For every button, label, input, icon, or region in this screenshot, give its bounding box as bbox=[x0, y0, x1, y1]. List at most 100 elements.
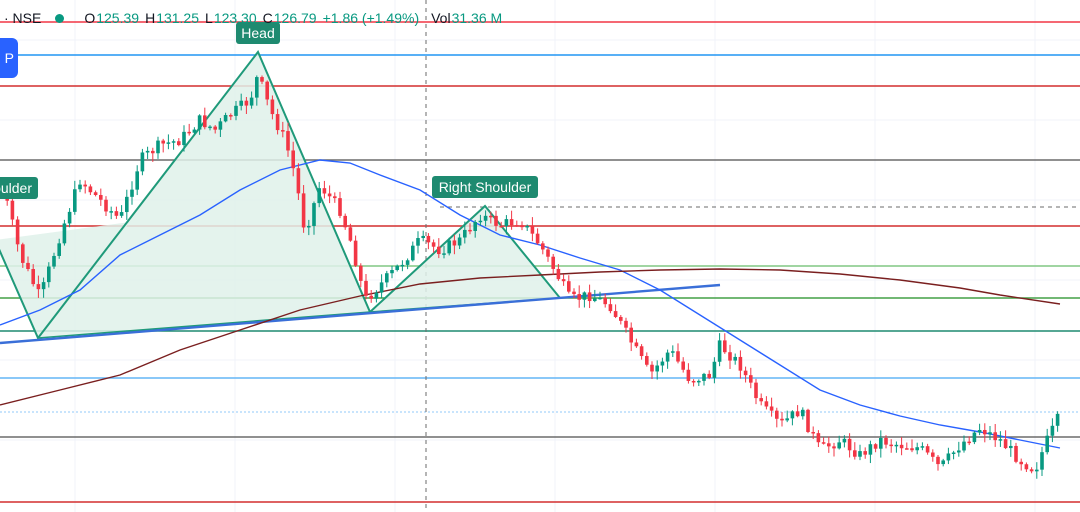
symbol-exchange[interactable]: · NSE bbox=[4, 10, 42, 26]
candle-body bbox=[125, 196, 129, 213]
candle-body bbox=[546, 249, 550, 257]
label-head: Head bbox=[241, 25, 274, 41]
candle-body bbox=[879, 437, 883, 449]
label-left-shoulder: Shoulder bbox=[0, 180, 32, 196]
candle-body bbox=[645, 356, 649, 365]
candle-body bbox=[951, 452, 956, 454]
low-key: L bbox=[205, 10, 213, 26]
head-base-line bbox=[37, 311, 371, 339]
candle-body bbox=[780, 418, 784, 421]
candle-body bbox=[463, 229, 467, 238]
candle-body bbox=[421, 235, 425, 239]
candle-body bbox=[754, 382, 758, 399]
candle-body bbox=[785, 418, 789, 421]
pattern-labels: Shoulder Head Right Shoulder bbox=[0, 22, 538, 199]
candle-body bbox=[83, 184, 87, 187]
candle-body bbox=[109, 211, 113, 213]
candle-body bbox=[1055, 413, 1060, 426]
candle-body bbox=[1029, 469, 1034, 472]
candle-body bbox=[634, 342, 639, 347]
close-key: C bbox=[262, 10, 273, 26]
ma-blue-line bbox=[0, 159, 1061, 449]
candle-body bbox=[57, 243, 61, 256]
candle-body bbox=[483, 215, 488, 221]
candle-body bbox=[520, 225, 524, 228]
volume-value: 31.36 M bbox=[451, 10, 503, 26]
candle-body bbox=[270, 99, 275, 115]
candle-body bbox=[161, 140, 165, 144]
candle-body bbox=[660, 361, 665, 366]
candle-body bbox=[738, 356, 743, 371]
candle-body bbox=[468, 229, 472, 232]
candle-body bbox=[229, 115, 233, 117]
candle-body bbox=[416, 238, 420, 246]
candle-body bbox=[41, 282, 46, 290]
candle-body bbox=[281, 130, 285, 132]
candle-body bbox=[915, 447, 919, 451]
candle-body bbox=[775, 410, 779, 419]
partial-blue-button[interactable]: P bbox=[0, 38, 18, 78]
candle-body bbox=[686, 369, 691, 381]
market-status-dot bbox=[55, 13, 65, 23]
candle-body bbox=[624, 320, 628, 328]
candle-body bbox=[858, 451, 862, 457]
candle-body bbox=[717, 340, 722, 362]
candle-body bbox=[806, 409, 810, 432]
candle-body bbox=[749, 375, 753, 383]
candle-body bbox=[967, 441, 971, 444]
candle-body bbox=[551, 256, 555, 269]
candle-body bbox=[244, 100, 249, 106]
candle-body bbox=[78, 184, 82, 190]
candle-body bbox=[957, 450, 961, 453]
candle-body bbox=[494, 215, 498, 226]
high-value: 131.25 bbox=[156, 10, 200, 26]
candle-body bbox=[499, 225, 503, 228]
candle-body bbox=[723, 340, 727, 353]
candle-body bbox=[962, 441, 966, 451]
candle-body bbox=[541, 243, 545, 250]
candle-body bbox=[561, 279, 566, 282]
candle-body bbox=[920, 446, 925, 448]
candle-body bbox=[327, 193, 332, 197]
candle-body bbox=[99, 195, 103, 200]
candle-body bbox=[395, 265, 399, 271]
left-shoulder-fill bbox=[0, 222, 130, 338]
candle-body bbox=[317, 188, 321, 204]
candle-body bbox=[67, 211, 72, 224]
candle-body bbox=[1014, 445, 1018, 462]
candle-body bbox=[847, 438, 852, 451]
candle-body bbox=[556, 268, 561, 280]
candle-body bbox=[73, 189, 77, 212]
candle-body bbox=[249, 97, 254, 106]
candle-body bbox=[650, 364, 654, 372]
candle-body bbox=[379, 282, 384, 293]
candle-body bbox=[894, 444, 899, 447]
candle-body bbox=[36, 284, 41, 290]
candle-body bbox=[234, 105, 238, 116]
low-value: 123.30 bbox=[213, 10, 257, 26]
candle-body bbox=[925, 446, 930, 453]
candle-body bbox=[889, 444, 893, 447]
candle-body bbox=[322, 188, 327, 194]
candle-body bbox=[135, 171, 139, 190]
candle-body bbox=[504, 219, 509, 227]
candle-body bbox=[52, 255, 56, 267]
candle-body bbox=[972, 432, 977, 443]
candle-body bbox=[478, 220, 483, 223]
candle-body bbox=[265, 81, 269, 100]
candle-body bbox=[572, 291, 576, 295]
ohlc-legend: · NSE O 125.39 H 131.25 L 123.30 C 126.7… bbox=[0, 6, 508, 30]
candle-body bbox=[385, 273, 389, 283]
candle-body bbox=[629, 327, 633, 343]
open-value: 125.39 bbox=[96, 10, 140, 26]
candle-body bbox=[842, 438, 847, 443]
candle-body bbox=[816, 433, 821, 443]
candle-body bbox=[655, 365, 659, 372]
candle-body bbox=[452, 240, 457, 246]
ma-brown-line bbox=[0, 268, 1061, 406]
candle-body bbox=[218, 121, 223, 130]
candle-body bbox=[114, 211, 119, 216]
candle-body bbox=[301, 193, 306, 228]
